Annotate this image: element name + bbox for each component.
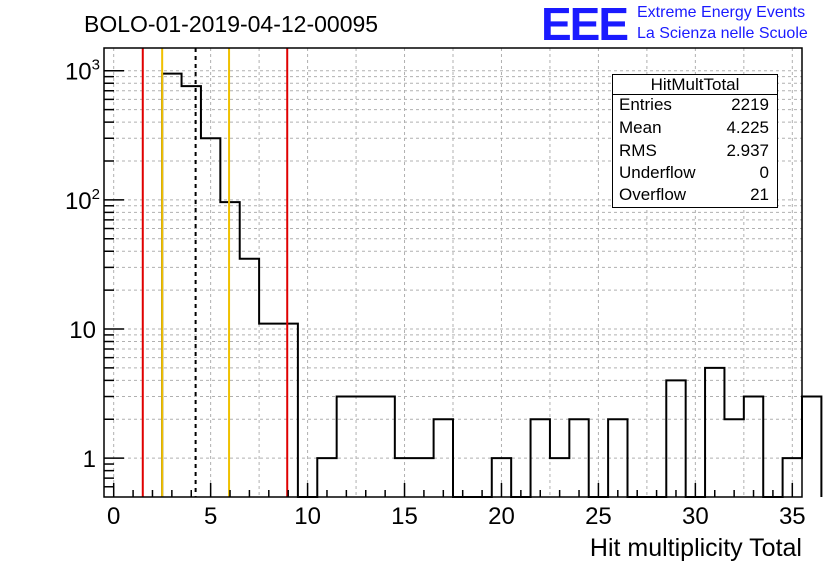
y-tick-label: 102 (65, 186, 100, 215)
y-tick-label: 10 (69, 317, 96, 344)
stats-value: 21 (750, 185, 769, 204)
logo-line-1: Extreme Energy Events (637, 4, 806, 21)
stats-row-overflow: Overflow 21 (619, 185, 769, 207)
x-tick-label: 15 (391, 503, 418, 530)
x-axis-title: Hit multiplicity Total (589, 534, 802, 562)
plot-frame (103, 47, 803, 498)
x-tick-label: 35 (779, 503, 806, 530)
stats-label: Mean (619, 118, 662, 137)
x-tick-label: 5 (204, 503, 217, 530)
y-tick-label: 103 (65, 57, 100, 86)
eee-logo: EEE (541, 0, 629, 50)
y-tick-label: 1 (83, 446, 96, 473)
stats-row-mean: Mean 4.225 (619, 118, 769, 140)
x-tick-label: 20 (488, 503, 515, 530)
histogram-series (161, 72, 823, 498)
x-tick-label: 25 (585, 503, 612, 530)
stats-box-divider (613, 94, 777, 95)
stats-label: RMS (619, 141, 657, 160)
chart-title: BOLO-01-2019-04-12-00095 (84, 11, 379, 37)
stats-label: Overflow (619, 185, 687, 204)
stats-value: 2.937 (726, 141, 769, 160)
stats-row-underflow: Underflow 0 (619, 163, 769, 185)
stats-box: HitMultTotal Entries 2219 Mean 4.225 RMS… (612, 74, 778, 208)
stats-value: 2219 (731, 95, 769, 114)
x-tick-label: 0 (107, 503, 120, 530)
x-tick-label: 30 (682, 503, 709, 530)
stats-row-entries: Entries 2219 (619, 95, 769, 117)
stats-value: 0 (759, 163, 769, 182)
stats-value: 4.225 (726, 118, 769, 137)
stats-row-rms: RMS 2.937 (619, 141, 769, 163)
stats-label: Entries (619, 95, 672, 114)
logo-line-2: La Scienza nelle Scuole (637, 25, 808, 42)
stats-box-title: HitMultTotal (650, 75, 740, 94)
stats-label: Underflow (619, 163, 696, 182)
x-tick-label: 10 (294, 503, 321, 530)
